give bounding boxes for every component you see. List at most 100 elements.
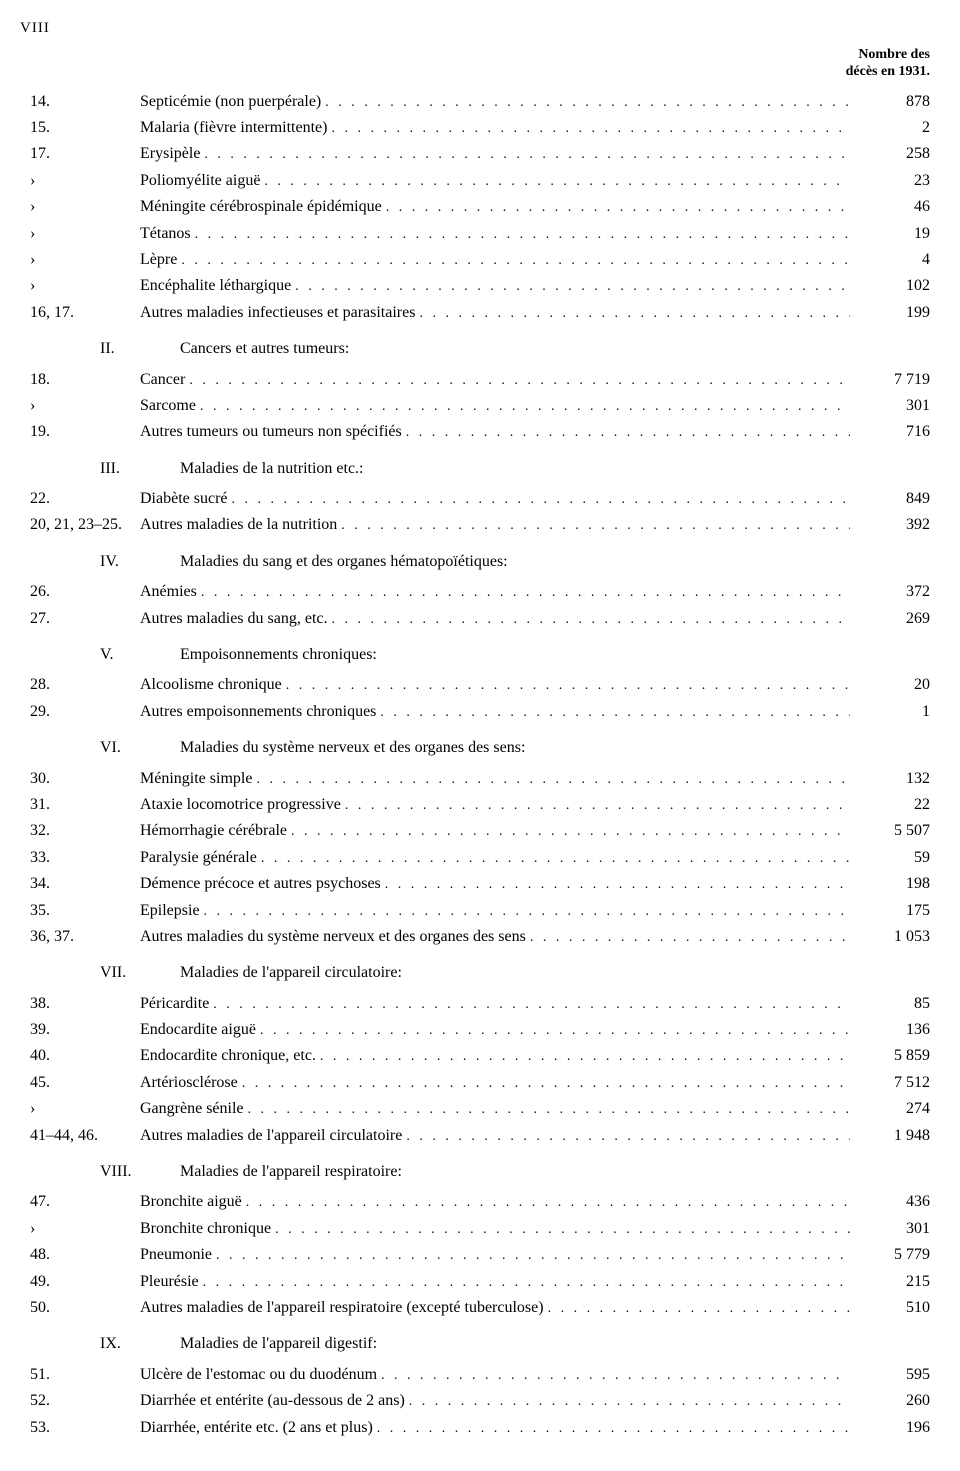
header-line-2: décès en 1931. — [846, 64, 930, 79]
row-number: 16, 17. — [20, 300, 140, 326]
table-row: 48.Pneumonie . . . . . . . . . . . . . .… — [20, 1242, 930, 1268]
leader-dots: . . . . . . . . . . . . . . . . . . . . … — [406, 1125, 850, 1148]
table-row: 49.Pleurésie . . . . . . . . . . . . . .… — [20, 1269, 930, 1295]
header-line-1: Nombre des — [858, 47, 930, 62]
leader-dots: . . . . . . . . . . . . . . . . . . . . … — [325, 91, 850, 114]
row-value: 510 — [850, 1295, 930, 1321]
row-value: 85 — [850, 991, 930, 1017]
row-number: 47. — [20, 1189, 140, 1215]
row-label: Ulcère de l'estomac ou du duodénum — [140, 1362, 381, 1388]
row-number: 29. — [20, 699, 140, 725]
leader-dots: . . . . . . . . . . . . . . . . . . . . … — [386, 196, 850, 219]
row-label: Paralysie générale — [140, 845, 261, 871]
table-row: 36, 37.Autres maladies du système nerveu… — [20, 924, 930, 950]
page-number: VIII — [20, 20, 930, 37]
leader-dots: . . . . . . . . . . . . . . . . . . . . … — [548, 1297, 850, 1320]
row-number: › — [20, 221, 140, 247]
leader-dots: . . . . . . . . . . . . . . . . . . . . … — [380, 701, 850, 724]
section-title: Empoisonnements chroniques: — [180, 642, 930, 668]
leader-dots: . . . . . . . . . . . . . . . . . . . . … — [216, 1244, 850, 1267]
row-label: Cancer — [140, 367, 189, 393]
row-label: Diarrhée et entérite (au-dessous de 2 an… — [140, 1388, 409, 1414]
row-value: 59 — [850, 845, 930, 871]
table-row: 35.Epilepsie . . . . . . . . . . . . . .… — [20, 898, 930, 924]
row-number: 40. — [20, 1043, 140, 1069]
table-row: 39.Endocardite aiguë . . . . . . . . . .… — [20, 1017, 930, 1043]
table-row: ›Poliomyélite aiguë . . . . . . . . . . … — [20, 168, 930, 194]
row-value: 175 — [850, 898, 930, 924]
row-label: Ataxie locomotrice progressive — [140, 792, 345, 818]
row-label: Bronchite chronique — [140, 1216, 275, 1242]
row-number: 38. — [20, 991, 140, 1017]
row-number: 35. — [20, 898, 140, 924]
row-value: 301 — [850, 1216, 930, 1242]
leader-dots: . . . . . . . . . . . . . . . . . . . . … — [242, 1072, 850, 1095]
table-row: 53.Diarrhée, entérite etc. (2 ans et plu… — [20, 1415, 930, 1441]
section-title: Maladies de l'appareil circulatoire: — [180, 960, 930, 986]
table-row: 29.Autres empoisonnements chroniques . .… — [20, 699, 930, 725]
leader-dots: . . . . . . . . . . . . . . . . . . . . … — [291, 820, 850, 843]
row-number: 39. — [20, 1017, 140, 1043]
leader-dots: . . . . . . . . . . . . . . . . . . . . … — [195, 223, 850, 246]
table-row: 15.Malaria (fièvre intermittente) . . . … — [20, 115, 930, 141]
row-number: 31. — [20, 792, 140, 818]
leader-dots: . . . . . . . . . . . . . . . . . . . . … — [203, 1271, 850, 1294]
table-row: 51.Ulcère de l'estomac ou du duodénum . … — [20, 1362, 930, 1388]
row-value: 392 — [850, 512, 930, 538]
section-title-row: VII.Maladies de l'appareil circulatoire: — [20, 960, 930, 986]
row-number: 49. — [20, 1269, 140, 1295]
row-number: 17. — [20, 141, 140, 167]
row-value: 19 — [850, 221, 930, 247]
row-label: Encéphalite léthargique — [140, 273, 295, 299]
leader-dots: . . . . . . . . . . . . . . . . . . . . … — [377, 1417, 850, 1440]
row-label: Autres maladies de l'appareil respiratoi… — [140, 1295, 548, 1321]
row-number: 22. — [20, 486, 140, 512]
row-value: 878 — [850, 89, 930, 115]
row-value: 260 — [850, 1388, 930, 1414]
section-roman: V. — [20, 642, 180, 668]
row-value: 199 — [850, 300, 930, 326]
table-row: 19.Autres tumeurs ou tumeurs non spécifi… — [20, 419, 930, 445]
leader-dots: . . . . . . . . . . . . . . . . . . . . … — [246, 1191, 850, 1214]
table-row: 34.Démence précoce et autres psychoses .… — [20, 871, 930, 897]
leader-dots: . . . . . . . . . . . . . . . . . . . . … — [381, 1364, 850, 1387]
section-title: Maladies de l'appareil respiratoire: — [180, 1159, 930, 1185]
section-roman: III. — [20, 456, 180, 482]
row-value: 5 779 — [850, 1242, 930, 1268]
table-row: ›Encéphalite léthargique . . . . . . . .… — [20, 273, 930, 299]
leader-dots: . . . . . . . . . . . . . . . . . . . . … — [264, 170, 850, 193]
row-number: 33. — [20, 845, 140, 871]
table-row: 33.Paralysie générale . . . . . . . . . … — [20, 845, 930, 871]
row-value: 1 948 — [850, 1123, 930, 1149]
row-label: Hémorrhagie cérébrale — [140, 818, 291, 844]
row-value: 7 719 — [850, 367, 930, 393]
row-value: 1 053 — [850, 924, 930, 950]
row-label: Autres tumeurs ou tumeurs non spécifiés — [140, 419, 406, 445]
section-title: Maladies du sang et des organes hématopo… — [180, 549, 930, 575]
table-row: 50.Autres maladies de l'appareil respira… — [20, 1295, 930, 1321]
column-header: Nombre des décès en 1931. — [20, 47, 930, 81]
row-label: Démence précoce et autres psychoses — [140, 871, 385, 897]
leader-dots: . . . . . . . . . . . . . . . . . . . . … — [341, 514, 850, 537]
row-value: 5 507 — [850, 818, 930, 844]
row-value: 258 — [850, 141, 930, 167]
leader-dots: . . . . . . . . . . . . . . . . . . . . … — [248, 1098, 850, 1121]
row-label: Sarcome — [140, 393, 200, 419]
row-value: 23 — [850, 168, 930, 194]
section-title-row: II.Cancers et autres tumeurs: — [20, 336, 930, 362]
table-row: ›Tétanos . . . . . . . . . . . . . . . .… — [20, 221, 930, 247]
row-value: 198 — [850, 871, 930, 897]
table-row: 27.Autres maladies du sang, etc. . . . .… — [20, 606, 930, 632]
section-title: Cancers et autres tumeurs: — [180, 336, 930, 362]
section-roman: IX. — [20, 1331, 180, 1357]
row-value: 372 — [850, 579, 930, 605]
section-title: Maladies du système nerveux et des organ… — [180, 735, 930, 761]
row-label: Septicémie (non puerpérale) — [140, 89, 325, 115]
row-number: 14. — [20, 89, 140, 115]
row-value: 595 — [850, 1362, 930, 1388]
table-row: ›Lèpre . . . . . . . . . . . . . . . . .… — [20, 247, 930, 273]
row-label: Méningite cérébrospinale épidémique — [140, 194, 386, 220]
row-label: Epilepsie — [140, 898, 204, 924]
row-label: Péricardite — [140, 991, 213, 1017]
leader-dots: . . . . . . . . . . . . . . . . . . . . … — [201, 581, 850, 604]
